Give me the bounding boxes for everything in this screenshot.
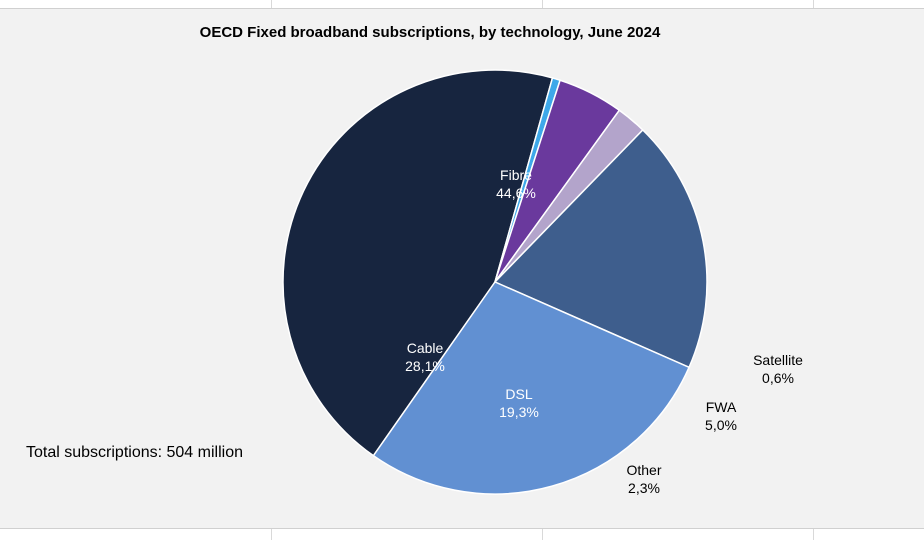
- pie-slice-cable: [372, 281, 691, 495]
- slice-label-name-other: Other: [626, 462, 661, 478]
- chart-title: OECD Fixed broadband subscriptions, by t…: [199, 24, 661, 41]
- slice-label-name-dsl: DSL: [505, 386, 532, 402]
- slice-label-value-other: 2,3%: [628, 480, 660, 496]
- slice-label-value-dsl: 19,3%: [499, 404, 539, 420]
- slice-label-value-satellite: 0,6%: [762, 370, 794, 386]
- slice-label-name-fibre: Fibre: [500, 167, 532, 183]
- pie-slice-fibre: [282, 69, 554, 457]
- slice-label-name-fwa: FWA: [706, 399, 737, 415]
- slice-label-value-cable: 28,1%: [405, 358, 445, 374]
- slice-label-value-fibre: 44,6%: [496, 185, 536, 201]
- total-subscriptions-annotation: Total subscriptions: 504 million: [26, 444, 243, 461]
- pie-slice-dsl: [493, 128, 708, 369]
- slice-label-value-fwa: 5,0%: [705, 417, 737, 433]
- slice-label-name-satellite: Satellite: [753, 352, 803, 368]
- slice-label-name-cable: Cable: [407, 340, 444, 356]
